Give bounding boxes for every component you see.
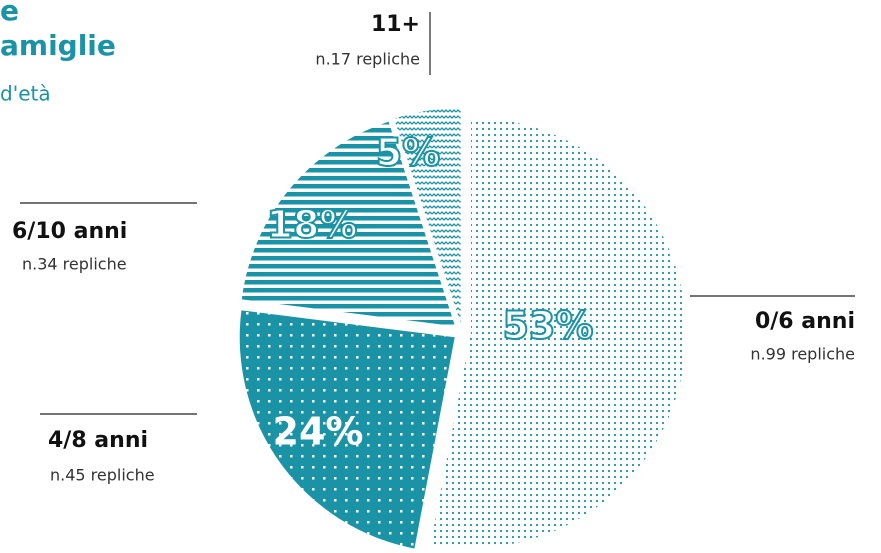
category-label: 0/6 anni (755, 309, 855, 334)
value-label: 5% (376, 131, 441, 175)
category-sublabel: n.45 repliche (50, 466, 155, 485)
value-label: 18% (267, 203, 358, 247)
value-label: 53% (503, 304, 594, 348)
category-label: 4/8 anni (48, 428, 148, 453)
pie-slice (430, 117, 686, 548)
category-sublabel: n.17 repliche (315, 50, 420, 69)
category-label: 11+ (371, 12, 420, 37)
pie-slice (239, 310, 455, 549)
category-sublabel: n.34 repliche (22, 255, 127, 274)
value-label: 24% (273, 410, 364, 454)
pie-slice (394, 108, 461, 324)
title-line: e (0, 0, 19, 27)
title-line: amiglie (0, 29, 116, 62)
category-sublabel: n.99 repliche (750, 345, 855, 364)
pie-slice (241, 121, 456, 327)
subtitle: d'età (0, 82, 51, 106)
category-label: 6/10 anni (12, 219, 127, 244)
